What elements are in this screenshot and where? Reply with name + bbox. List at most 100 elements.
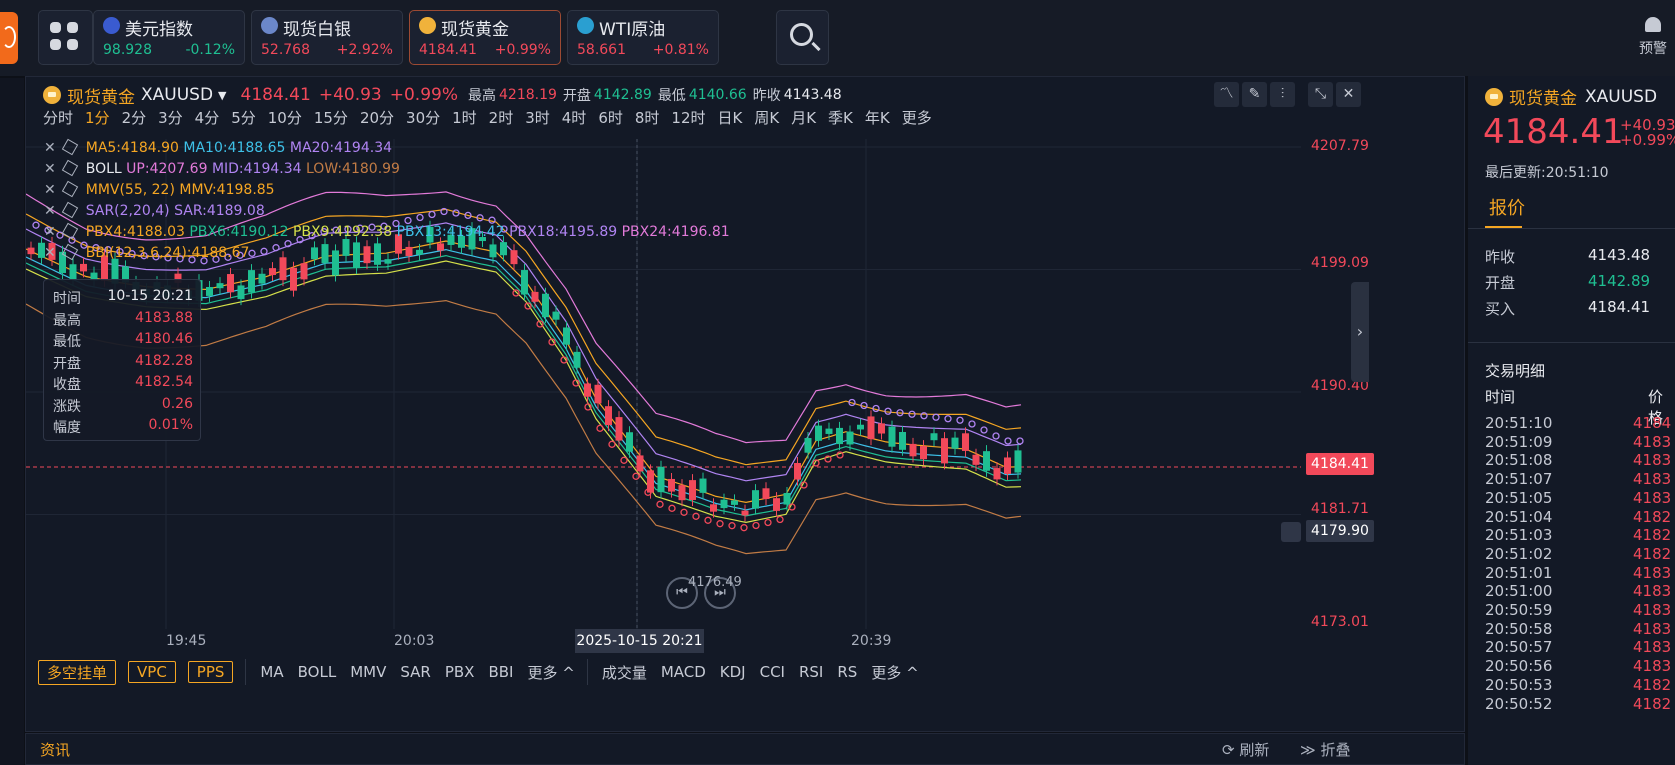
prev-button[interactable]: ⏮	[666, 577, 698, 609]
main-indicator-button[interactable]: SAR	[400, 663, 431, 681]
next-button[interactable]: ⏭	[704, 577, 736, 609]
candle-type-button[interactable]: ⫶	[1270, 82, 1295, 107]
settings-icon[interactable]	[61, 159, 78, 177]
tab-period[interactable]: 20分	[359, 109, 395, 127]
sub-indicator-button[interactable]: RSI	[798, 663, 824, 681]
tab-period[interactable]: 2时	[488, 109, 514, 127]
sar-dot	[836, 451, 844, 459]
remove-icon[interactable]: ✕	[44, 140, 56, 156]
toolbar-button[interactable]: VPC	[128, 661, 176, 683]
remove-icon[interactable]: ✕	[44, 161, 56, 177]
candle	[59, 251, 66, 274]
tab-period[interactable]: 4分	[194, 109, 220, 127]
collapse-news-button[interactable]: ≫ 折叠	[1300, 739, 1351, 760]
tab-period[interactable]: 5分	[231, 109, 256, 127]
candle	[510, 250, 518, 265]
instrument-name[interactable]: 现货黄金	[67, 87, 135, 108]
quote-price: 98.928	[103, 42, 152, 58]
remove-icon[interactable]: ✕	[44, 245, 56, 261]
indicator-line	[26, 222, 1022, 482]
tab-period[interactable]: 年K	[864, 109, 890, 127]
sub-indicator-button[interactable]: CCI	[759, 663, 785, 681]
expand-panel-button[interactable]: ›	[1351, 282, 1369, 382]
tooltip-key: 幅度	[53, 420, 81, 436]
tab-period[interactable]: 12时	[671, 109, 706, 127]
sar-dot	[32, 221, 40, 229]
line-tool-button[interactable]: 〽	[1214, 82, 1239, 107]
main-indicator-button[interactable]: MA	[260, 663, 284, 681]
tab-period[interactable]: 1分	[85, 109, 110, 127]
bbi-legend: ✕ BBI(12,3,6,24):4188.67	[44, 243, 249, 261]
instrument-symbol[interactable]: XAUUSD	[141, 85, 214, 105]
collapse-button[interactable]: ⤡	[1308, 82, 1333, 107]
alert-button[interactable]: 预警	[1636, 14, 1670, 58]
main-indicator-button[interactable]: MMV	[350, 663, 387, 681]
trade-price: 4183	[1633, 563, 1672, 582]
refresh-button[interactable]: ⟳ 刷新	[1222, 739, 1269, 760]
main-indicator-button[interactable]: BBI	[488, 663, 514, 681]
tab-period[interactable]: 更多	[901, 109, 932, 127]
toolbar-button[interactable]: PPS	[187, 661, 234, 683]
sub-indicator-button[interactable]: 成交量	[601, 663, 647, 682]
sub-indicator-button[interactable]: RS	[837, 663, 858, 681]
main-indicator-button[interactable]: BOLL	[297, 663, 337, 681]
alert-bell-icon[interactable]	[1281, 522, 1301, 542]
candle	[468, 228, 476, 250]
chart-header: 现货黄金 XAUUSD ▼ 4184.41 +40.93 +0.99% 最高 4…	[43, 83, 842, 108]
main-indicator-button[interactable]: 更多 ^	[527, 663, 575, 682]
candle	[48, 242, 56, 260]
top-bar: 美元指数 98.928 -0.12% 现货白银 52.768 +2.92% 现货黄金 4184…	[0, 0, 1675, 76]
sub-indicator-button[interactable]: KDJ	[719, 663, 746, 681]
quote-card[interactable]: 现货黄金 4184.41 +0.99%	[409, 10, 561, 65]
apps-grid-button[interactable]	[38, 10, 93, 65]
sar-dot	[344, 225, 352, 233]
tab-period[interactable]: 分时	[43, 109, 74, 127]
main-indicator-button[interactable]: PBX	[444, 663, 475, 681]
tab-period[interactable]: 30分	[406, 109, 441, 127]
settings-icon[interactable]	[61, 138, 78, 156]
alert-price-tag[interactable]: 4179.90	[1306, 520, 1374, 542]
close-chart-button[interactable]: ✕	[1336, 82, 1361, 107]
candle	[258, 273, 266, 284]
settings-icon[interactable]	[61, 201, 78, 219]
sar-dot	[944, 415, 952, 423]
settings-icon[interactable]	[61, 243, 78, 261]
candle	[531, 291, 539, 302]
search-button[interactable]	[776, 10, 829, 65]
sar-dot	[728, 522, 736, 530]
tab-period[interactable]: 1时	[452, 109, 477, 127]
candle	[930, 433, 938, 441]
quote-card[interactable]: WTI原油 58.661 +0.81%	[567, 10, 719, 65]
remove-icon[interactable]: ✕	[44, 203, 56, 219]
tab-quote[interactable]: 报价	[1489, 198, 1525, 219]
tab-period[interactable]: 季K	[828, 109, 853, 127]
pbx4-value: PBX4:4188.03	[85, 224, 185, 240]
tab-period[interactable]: 日K	[717, 109, 743, 127]
sub-indicator-button[interactable]: MACD	[660, 663, 706, 681]
tab-period[interactable]: 周K	[754, 109, 780, 127]
panel-symbol: XAUUSD	[1585, 86, 1658, 107]
tab-period[interactable]: 15分	[313, 109, 348, 127]
settings-icon[interactable]	[61, 180, 78, 198]
tab-period[interactable]: 8时	[634, 109, 660, 127]
remove-icon[interactable]: ✕	[44, 182, 56, 198]
tab-period[interactable]: 月K	[791, 109, 817, 127]
tab-period[interactable]: 4时	[561, 109, 587, 127]
tab-period[interactable]: 3时	[525, 109, 550, 127]
tab-period[interactable]: 6时	[598, 109, 623, 127]
remove-icon[interactable]: ✕	[44, 224, 56, 240]
col-time: 时间	[1485, 388, 1516, 406]
tab-period[interactable]: 10分	[267, 109, 302, 127]
tab-period[interactable]: 3分	[158, 109, 183, 127]
symbol-dropdown-icon[interactable]: ▼	[218, 88, 227, 102]
draw-tool-button[interactable]: ✎	[1242, 82, 1267, 107]
quote-card[interactable]: 现货白银 52.768 +2.92%	[251, 10, 403, 65]
news-title[interactable]: 资讯	[40, 741, 71, 759]
sub-indicator-button[interactable]: 更多 ^	[871, 663, 919, 682]
settings-icon[interactable]	[61, 222, 78, 240]
quote-change: +0.99%	[494, 42, 551, 58]
app-logo[interactable]	[0, 12, 18, 64]
quote-card[interactable]: 美元指数 98.928 -0.12%	[93, 10, 245, 65]
toolbar-button[interactable]: 多空挂单	[38, 659, 117, 685]
tab-period[interactable]: 2分	[121, 109, 147, 127]
